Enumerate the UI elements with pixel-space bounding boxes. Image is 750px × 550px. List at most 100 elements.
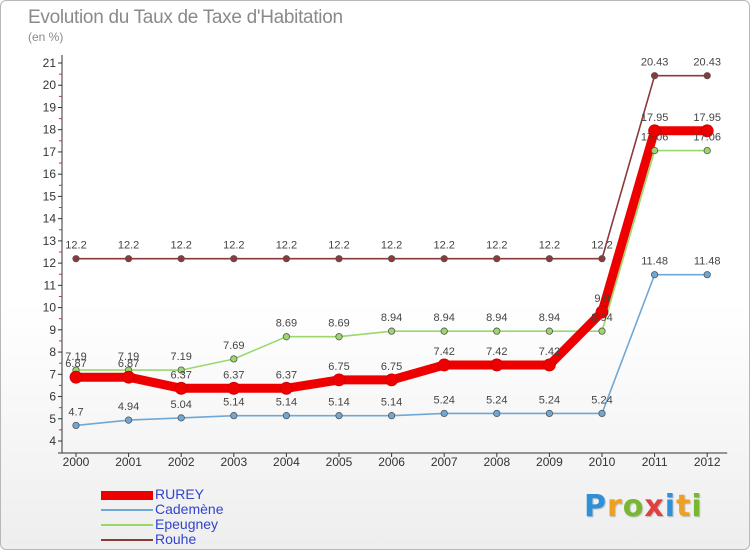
data-point — [648, 124, 661, 138]
data-label: 11.48 — [694, 256, 721, 268]
logo-letter: i — [664, 489, 677, 524]
data-point — [69, 370, 83, 384]
x-tick-label: 2003 — [220, 455, 247, 469]
data-point — [703, 147, 711, 155]
axes: 4 5 6 7 8 9 10 11 12 13 14 15 16 17 18 19 20 21 2000 2001 20… — [43, 55, 728, 469]
data-point — [493, 409, 501, 418]
y-tick-label: 6 — [49, 390, 56, 404]
data-point — [598, 409, 606, 418]
y-tick-label: 16 — [43, 167, 57, 181]
data-label: 6.75 — [328, 361, 349, 373]
chart-title: Evolution du Taux de Taxe d'Habitation — [28, 7, 343, 28]
x-tick-label: 2001 — [115, 455, 142, 469]
x-tick-label: 2004 — [273, 455, 300, 469]
data-label: 17.06 — [641, 132, 669, 144]
data-point — [543, 358, 556, 372]
data-point — [650, 147, 659, 155]
legend-swatch — [101, 524, 153, 526]
data-label: 8.69 — [276, 318, 297, 330]
y-tick-label: 17 — [43, 145, 57, 159]
chart-subtitle: (en %) — [28, 30, 64, 44]
data-label: 7.42 — [433, 346, 454, 358]
y-tick-label: 7 — [49, 367, 56, 381]
data-label: 12.2 — [381, 240, 402, 252]
data-label: 4.7 — [68, 406, 83, 418]
legend-swatch — [101, 539, 153, 541]
y-tick-label: 8 — [49, 345, 56, 359]
data-label: 12.2 — [118, 240, 139, 252]
data-label: 12.2 — [223, 240, 244, 252]
data-label: 6.37 — [276, 369, 297, 381]
data-label: 17.06 — [693, 132, 721, 144]
data-point — [227, 381, 241, 395]
x-tick-label: 2009 — [536, 455, 563, 469]
x-tick-label: 2006 — [378, 455, 405, 469]
data-point — [437, 358, 451, 372]
legend-label: Rouhe — [155, 531, 197, 547]
data-label: 5.14 — [223, 397, 244, 409]
data-point — [545, 409, 554, 418]
logo-letter: t — [676, 489, 692, 524]
data-point — [230, 255, 238, 263]
x-tick-label: 2010 — [589, 455, 616, 469]
data-point — [598, 255, 606, 263]
y-tick-label: 21 — [43, 56, 57, 70]
data-point — [545, 255, 554, 263]
data-point — [279, 381, 293, 395]
data-point — [230, 412, 238, 420]
data-labels: 6.87 6.87 6.37 6.37 6.37 6.75 6.75 7.42 7.42 7.42… — [65, 57, 721, 419]
data-point — [72, 421, 80, 430]
data-label: 12.2 — [486, 240, 507, 252]
data-label: 5.14 — [276, 397, 297, 409]
logo-letter: i — [691, 489, 703, 524]
data-label: 7.19 — [65, 351, 86, 363]
series-line — [76, 74, 708, 260]
data-point — [387, 255, 396, 263]
data-point — [490, 358, 504, 372]
y-tick-label: 11 — [44, 278, 57, 292]
y-tick-label: 15 — [43, 189, 57, 203]
x-tick-label: 2008 — [483, 455, 510, 469]
y-tick-label: 5 — [49, 412, 56, 426]
data-label: 7.69 — [223, 340, 244, 352]
data-label: 5.14 — [381, 397, 402, 409]
proxiti-logo: Proxiti — [584, 489, 703, 524]
data-point — [177, 366, 185, 374]
data-point — [122, 370, 135, 384]
data-point — [125, 255, 133, 263]
data-label: 6.37 — [170, 369, 191, 381]
data-point — [700, 124, 714, 138]
x-tick-label: 2007 — [431, 455, 458, 469]
data-label: 6.75 — [381, 361, 402, 373]
data-point — [703, 72, 711, 80]
data-label: 20.43 — [693, 57, 721, 69]
data-point — [335, 333, 343, 341]
data-label: 12.2 — [170, 240, 191, 252]
data-label: 12.2 — [276, 240, 297, 252]
logo-letter: r — [607, 489, 623, 524]
x-tick-label: 2005 — [326, 455, 353, 469]
data-point — [385, 373, 399, 387]
data-label: 4.94 — [118, 401, 139, 413]
y-tick-label: 18 — [43, 123, 57, 137]
data-label: 5.04 — [170, 399, 191, 411]
y-tick-label: 19 — [43, 100, 57, 114]
data-label: 5.24 — [433, 394, 454, 406]
y-tick-label: 20 — [43, 78, 57, 92]
legend-label: RUREY — [155, 486, 205, 502]
data-label: 11.48 — [641, 256, 668, 268]
data-point — [387, 327, 396, 335]
logo-letter: P — [584, 489, 607, 524]
data-label: 17.95 — [693, 112, 721, 124]
data-point — [650, 271, 659, 279]
legend-swatch — [101, 491, 153, 500]
legend-label: Epeugney — [155, 516, 219, 532]
data-point — [440, 327, 448, 335]
y-tick-label: 9 — [49, 323, 56, 337]
data-point — [282, 255, 290, 263]
data-point — [598, 327, 606, 335]
data-point — [493, 327, 501, 335]
data-point — [440, 255, 448, 263]
data-point — [387, 412, 396, 420]
data-label: 6.37 — [223, 369, 244, 381]
